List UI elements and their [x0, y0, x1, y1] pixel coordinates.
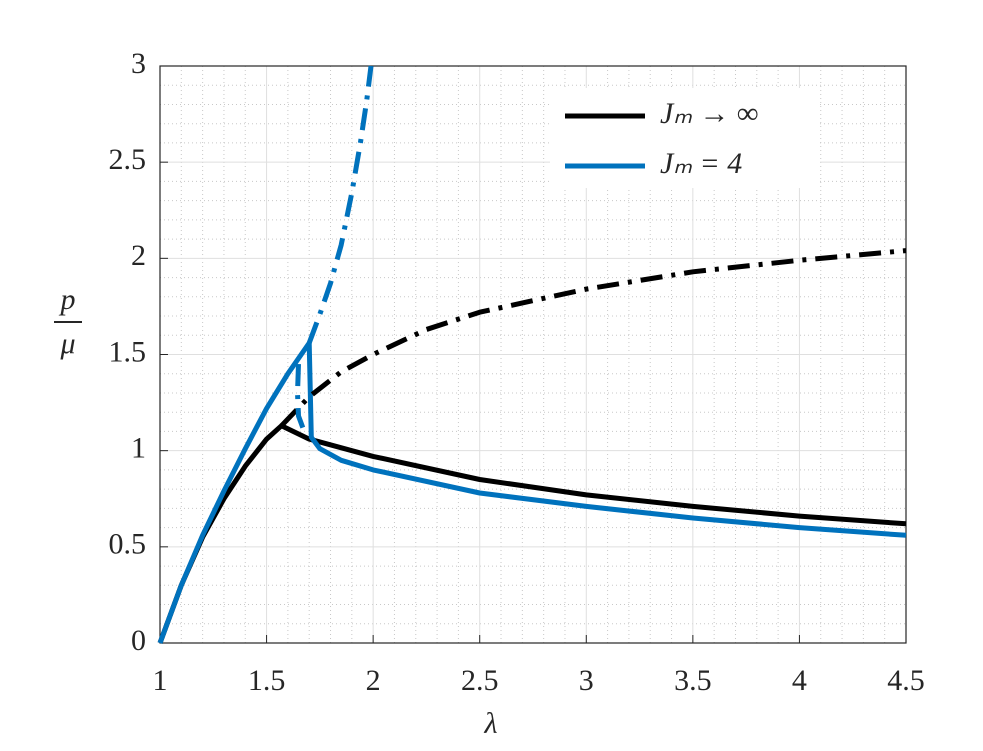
legend-box — [550, 88, 820, 188]
x-tick-label: 4.5 — [887, 664, 925, 697]
y-axis-label-numerator: p — [59, 283, 76, 316]
y-tick-label: 1.5 — [109, 335, 147, 368]
x-tick-label: 1 — [153, 664, 168, 697]
series-line — [295, 65, 374, 429]
x-tick-label: 1.5 — [248, 664, 286, 697]
y-tick-label: 2.5 — [109, 143, 147, 176]
legend-label: Jₘ = 4 — [660, 147, 742, 180]
axes-box — [159, 65, 907, 644]
x-axis-label: λ — [484, 707, 498, 740]
y-tick-label: 1 — [131, 432, 146, 465]
legend-label: Jₘ → ∞ — [660, 97, 758, 130]
y-axis-label-denominator: μ — [59, 327, 75, 360]
x-tick-label: 3.5 — [674, 664, 712, 697]
x-tick-label: 2.5 — [461, 664, 499, 697]
y-tick-label: 2 — [131, 239, 146, 272]
x-tick-label: 3 — [579, 664, 594, 697]
y-tick-label: 3 — [131, 47, 146, 80]
x-tick-label: 2 — [366, 664, 381, 697]
series-line — [157, 340, 907, 644]
x-tick-label: 4 — [792, 664, 807, 697]
y-tick-label: 0.5 — [109, 528, 147, 561]
series-line — [279, 248, 907, 428]
y-tick-label: 0 — [131, 624, 146, 657]
